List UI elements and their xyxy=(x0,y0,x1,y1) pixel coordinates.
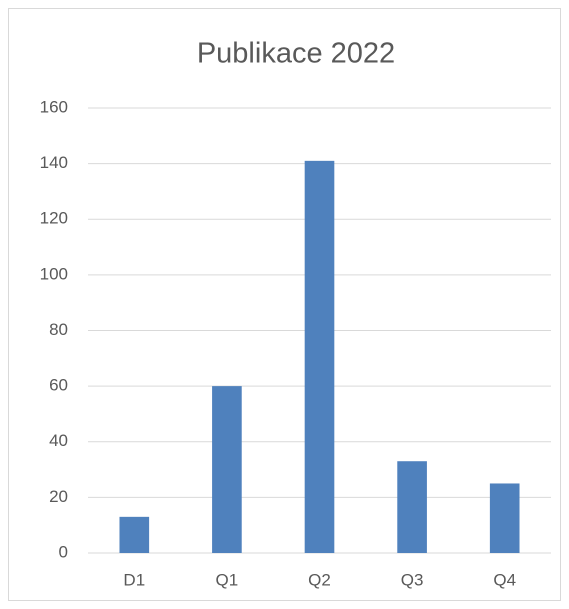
y-tick-label: 0 xyxy=(59,542,68,561)
y-tick-label: 100 xyxy=(40,264,68,283)
chart-title: Publikace 2022 xyxy=(197,38,395,70)
x-tick-label: Q1 xyxy=(216,570,239,589)
x-tick-label: Q3 xyxy=(401,570,424,589)
bar xyxy=(119,516,150,553)
bar xyxy=(489,483,520,553)
y-tick-label: 140 xyxy=(40,153,68,172)
bar xyxy=(212,386,242,553)
y-tick-label: 20 xyxy=(49,487,68,506)
y-tick-label: 40 xyxy=(49,431,68,450)
x-tick-label: D1 xyxy=(123,570,145,589)
bar xyxy=(397,461,427,553)
x-tick-label: Q4 xyxy=(493,570,516,589)
y-tick-label: 60 xyxy=(49,376,68,395)
y-tick-label: 160 xyxy=(40,97,68,116)
y-tick-label: 120 xyxy=(40,209,68,228)
chart-frame xyxy=(8,8,561,601)
y-tick-label: 80 xyxy=(49,320,68,339)
x-tick-label: Q2 xyxy=(308,570,331,589)
bar xyxy=(304,160,335,553)
